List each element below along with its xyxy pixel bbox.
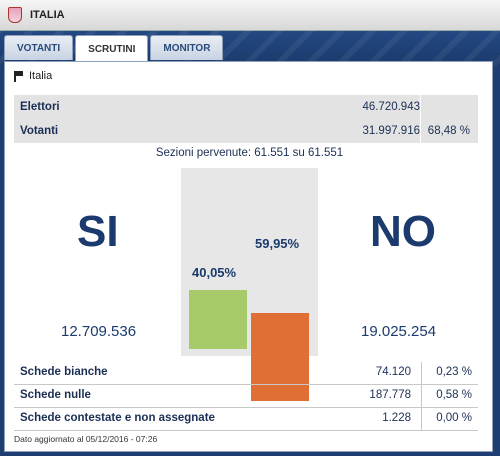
no-votes: 19.025.254: [361, 323, 437, 340]
elettori-row: Elettori 46.720.943: [14, 95, 478, 119]
location-label: Italia: [29, 70, 53, 82]
schede-percent: 0,00 %: [436, 412, 472, 424]
schede-percent: 0,23 %: [436, 366, 472, 378]
votanti-label: Votanti: [20, 125, 59, 137]
column-divider: [421, 362, 422, 384]
emblem-icon: [8, 7, 22, 23]
schede-row: Schede bianche 74.120 0,23 %: [14, 362, 478, 385]
no-percent-label: 59,95%: [255, 236, 300, 251]
column-divider: [421, 408, 422, 430]
schede-value: 1.228: [382, 412, 411, 424]
yes-label: SI: [77, 207, 119, 256]
totals-table: Elettori 46.720.943 Votanti 31.997.916 6…: [14, 95, 478, 143]
votanti-value: 31.997.916: [362, 125, 420, 137]
tab-bar: VOTANTI SCRUTINI MONITOR: [4, 35, 225, 62]
schede-value: 187.778: [369, 389, 411, 401]
last-updated: Dato aggiornato al 05/12/2016 - 07:26: [14, 434, 158, 444]
sezioni-pervenute: Sezioni pervenute: 61.551 su 61.551: [155, 147, 344, 159]
schede-row: Schede contestate e non assegnate 1.228 …: [14, 408, 478, 431]
results-panel: Italia Elettori 46.720.943 Votanti 31.99…: [4, 61, 493, 452]
schede-row: Schede nulle 187.778 0,58 %: [14, 385, 478, 408]
schede-label: Schede contestate e non assegnate: [20, 412, 215, 424]
column-divider: [421, 385, 422, 407]
yes-percent-label: 40,05%: [192, 265, 237, 281]
tab-monitor[interactable]: MONITOR: [150, 35, 224, 60]
yes-votes: 12.709.536: [61, 323, 137, 340]
votanti-percent: 68,48 %: [427, 125, 470, 137]
votanti-row: Votanti 31.997.916 68,48 %: [14, 119, 478, 143]
no-label: NO: [370, 207, 436, 256]
location-breadcrumb: Italia: [14, 70, 52, 82]
no-bar: [251, 313, 309, 401]
column-divider: [420, 95, 421, 143]
tab-votanti[interactable]: VOTANTI: [4, 35, 74, 60]
elettori-label: Elettori: [20, 101, 60, 113]
result-bar-chart: 40,05% 59,95%: [181, 168, 318, 401]
flag-icon: [14, 70, 24, 82]
title-bar: ITALIA: [0, 0, 500, 31]
schede-label: Schede nulle: [20, 389, 91, 401]
schede-label: Schede bianche: [20, 366, 108, 378]
tab-scrutini[interactable]: SCRUTINI: [75, 35, 149, 62]
schede-table: Schede bianche 74.120 0,23 % Schede null…: [14, 362, 478, 431]
elettori-value: 46.720.943: [362, 101, 420, 113]
schede-value: 74.120: [375, 366, 411, 378]
window-title: ITALIA: [30, 9, 65, 21]
schede-percent: 0,58 %: [436, 389, 472, 401]
yes-bar: [189, 290, 247, 349]
